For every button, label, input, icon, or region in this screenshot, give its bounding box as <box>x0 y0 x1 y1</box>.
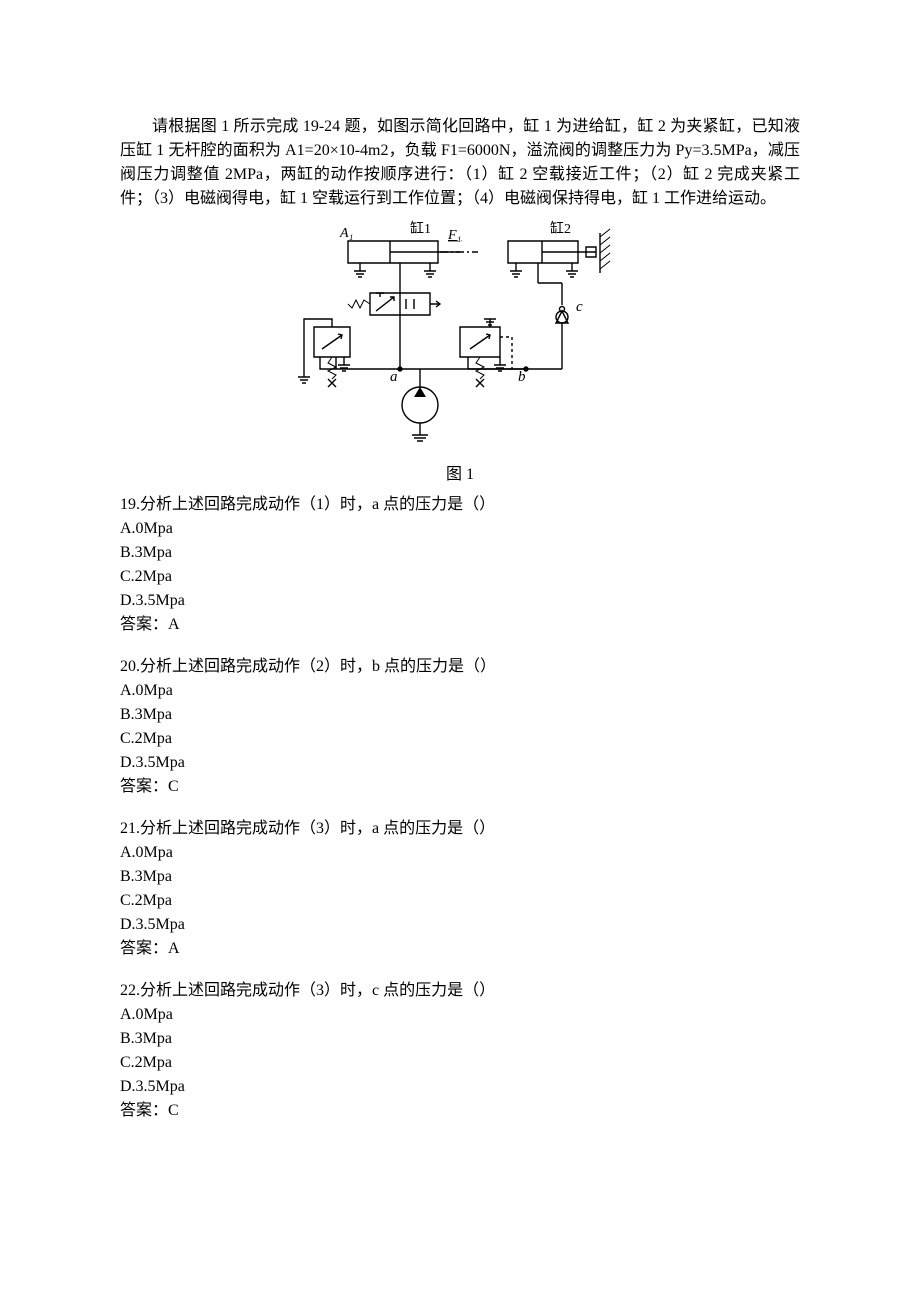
question-22: 22.分析上述回路完成动作（3）时，c 点的压力是（） A.0Mpa B.3Mp… <box>120 979 800 1123</box>
question-stem: 22.分析上述回路完成动作（3）时，c 点的压力是（） <box>120 979 800 1003</box>
question-21: 21.分析上述回路完成动作（3）时，a 点的压力是（） A.0Mpa B.3Mp… <box>120 817 800 961</box>
figure-caption: 图 1 <box>120 463 800 487</box>
option-c: C.2Mpa <box>120 1051 800 1075</box>
option-d: D.3.5Mpa <box>120 751 800 775</box>
intro-paragraph: 请根据图 1 所示完成 19-24 题，如图示简化回路中，缸 1 为进给缸，缸 … <box>120 115 800 211</box>
option-b: B.3Mpa <box>120 703 800 727</box>
answer: 答案：A <box>120 937 800 961</box>
label-a: a <box>390 369 398 385</box>
option-d: D.3.5Mpa <box>120 1075 800 1099</box>
option-a: A.0Mpa <box>120 841 800 865</box>
figure-wrap: A₁ 缸1 F₁ 缸2 <box>120 219 800 487</box>
label-cyl1: 缸1 <box>410 220 431 237</box>
answer: 答案：A <box>120 613 800 637</box>
answer: 答案：C <box>120 1099 800 1123</box>
option-a: A.0Mpa <box>120 1003 800 1027</box>
question-stem: 19.分析上述回路完成动作（1）时，a 点的压力是（） <box>120 493 800 517</box>
label-c: c <box>576 299 583 315</box>
question-stem: 21.分析上述回路完成动作（3）时，a 点的压力是（） <box>120 817 800 841</box>
label-F1: F₁ <box>447 228 461 243</box>
option-d: D.3.5Mpa <box>120 589 800 613</box>
option-b: B.3Mpa <box>120 865 800 889</box>
option-b: B.3Mpa <box>120 1027 800 1051</box>
label-cyl2: 缸2 <box>550 220 571 237</box>
option-b: B.3Mpa <box>120 541 800 565</box>
option-c: C.2Mpa <box>120 727 800 751</box>
question-20: 20.分析上述回路完成动作（2）时，b 点的压力是（） A.0Mpa B.3Mp… <box>120 655 800 799</box>
option-a: A.0Mpa <box>120 517 800 541</box>
option-a: A.0Mpa <box>120 679 800 703</box>
option-c: C.2Mpa <box>120 889 800 913</box>
option-c: C.2Mpa <box>120 565 800 589</box>
question-19: 19.分析上述回路完成动作（1）时，a 点的压力是（） A.0Mpa B.3Mp… <box>120 493 800 637</box>
label-A1: A₁ <box>339 226 353 241</box>
answer: 答案：C <box>120 775 800 799</box>
question-stem: 20.分析上述回路完成动作（2）时，b 点的压力是（） <box>120 655 800 679</box>
hydraulic-diagram: A₁ 缸1 F₁ 缸2 <box>290 219 630 449</box>
label-b: b <box>518 369 526 385</box>
option-d: D.3.5Mpa <box>120 913 800 937</box>
